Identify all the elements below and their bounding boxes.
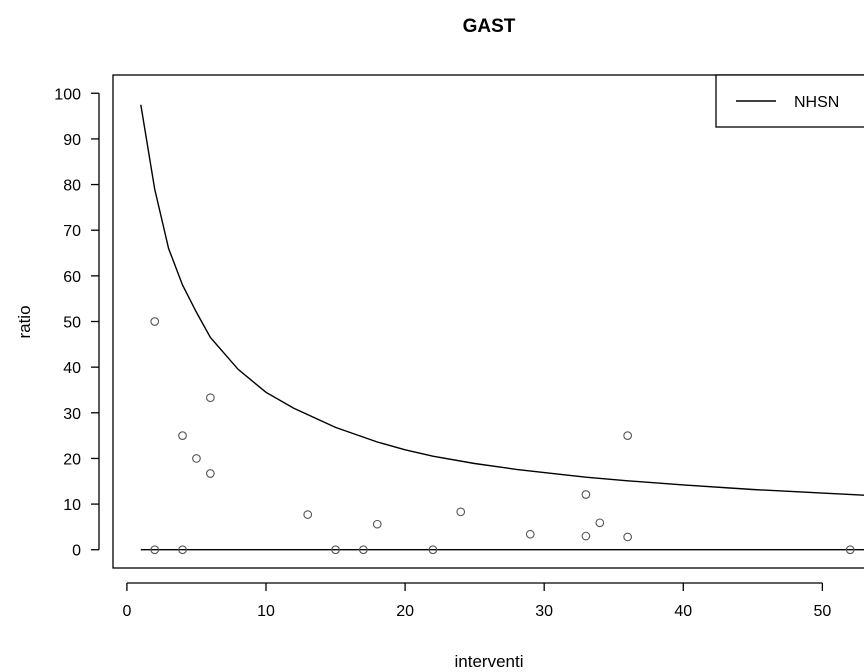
data-point xyxy=(595,518,605,528)
data-point xyxy=(331,545,340,555)
data-point xyxy=(303,510,313,519)
x-tick-label: 50 xyxy=(813,603,831,620)
x-tick-label: 10 xyxy=(257,603,275,620)
y-tick-label: 50 xyxy=(63,315,81,332)
x-tick-label: 0 xyxy=(122,603,131,620)
data-point xyxy=(206,469,215,478)
y-tick-label: 0 xyxy=(72,543,81,560)
plot-frame xyxy=(112,74,864,569)
data-point xyxy=(428,545,438,555)
data-point xyxy=(372,519,382,529)
y-tick-label: 100 xyxy=(54,86,81,103)
y-axis-label: ratio xyxy=(15,305,34,338)
data-point xyxy=(623,532,632,542)
data-point xyxy=(581,490,591,499)
x-tick-label: 40 xyxy=(674,603,692,620)
data-point xyxy=(845,545,855,555)
data-point xyxy=(178,545,187,555)
y-tick-label: 60 xyxy=(63,269,81,286)
y-tick-label: 80 xyxy=(63,178,81,195)
plot-area: 0 10 20 30 40 50 0 10 20 30 40 50 60 70 80 90 100 NHSN xyxy=(54,74,864,620)
x-tick-label: 30 xyxy=(535,603,553,620)
data-point xyxy=(525,529,535,539)
x-axis-label: interventi xyxy=(455,652,524,671)
legend-label-nhsn: NHSN xyxy=(794,94,839,111)
y-tick-label: 10 xyxy=(63,497,81,514)
data-point xyxy=(623,431,632,440)
y-tick-label: 20 xyxy=(63,451,81,468)
data-point xyxy=(456,507,466,517)
y-tick-label: 70 xyxy=(63,223,81,240)
x-tick-label: 20 xyxy=(396,603,414,620)
y-tick-label: 30 xyxy=(63,406,81,423)
data-point xyxy=(150,545,160,555)
series-line-nhsn xyxy=(140,104,864,496)
y-tick-label: 90 xyxy=(63,132,81,149)
data-point xyxy=(581,531,591,541)
data-point xyxy=(192,454,201,463)
data-point xyxy=(150,317,160,326)
chart-title: GAST xyxy=(463,16,516,37)
data-point xyxy=(206,393,215,403)
data-point xyxy=(178,431,187,440)
data-point xyxy=(359,545,368,555)
y-tick-label: 40 xyxy=(63,360,81,377)
